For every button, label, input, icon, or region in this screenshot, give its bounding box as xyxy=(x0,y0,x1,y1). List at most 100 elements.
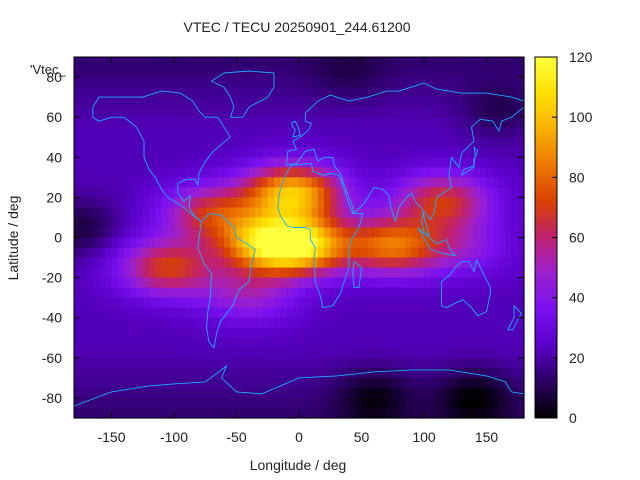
heatmap-cell xyxy=(274,277,281,289)
heatmap-cell xyxy=(292,377,300,389)
heatmap-cell xyxy=(411,267,419,279)
heatmap-cell xyxy=(305,137,313,148)
heatmap-cell xyxy=(261,217,269,229)
heatmap-cell xyxy=(217,247,225,259)
heatmap-cell xyxy=(80,207,88,219)
heatmap-cell xyxy=(105,267,113,279)
heatmap-cell xyxy=(324,307,331,319)
heatmap-cell xyxy=(299,207,306,219)
heatmap-cell xyxy=(205,337,213,349)
heatmap-cell xyxy=(299,367,306,379)
heatmap-cell xyxy=(286,317,294,329)
heatmap-cell xyxy=(130,317,138,329)
heatmap-cell xyxy=(430,377,438,389)
heatmap-cell xyxy=(392,187,400,198)
heatmap-cell xyxy=(211,367,219,379)
heatmap-cell xyxy=(217,87,225,98)
heatmap-cell xyxy=(174,137,181,148)
heatmap-cell xyxy=(136,127,144,138)
heatmap-cell xyxy=(342,137,350,148)
heatmap-cell xyxy=(242,97,250,108)
heatmap-cell xyxy=(286,337,294,349)
heatmap-cell xyxy=(442,197,450,209)
heatmap-cell xyxy=(280,397,288,409)
heatmap-cell xyxy=(211,197,219,209)
heatmap-cell xyxy=(355,107,363,118)
heatmap-cell xyxy=(74,257,81,269)
heatmap-cell xyxy=(99,257,106,269)
heatmap-cell xyxy=(499,167,506,178)
heatmap-cell xyxy=(305,87,313,98)
heatmap-cell xyxy=(255,407,263,419)
heatmap-cell xyxy=(505,287,513,299)
heatmap-cell xyxy=(342,267,350,279)
heatmap-cell xyxy=(86,107,94,118)
heatmap-cell xyxy=(92,77,100,88)
heatmap-cell xyxy=(149,397,156,409)
heatmap-cell xyxy=(117,217,125,229)
heatmap-cell xyxy=(355,67,363,78)
heatmap-cell xyxy=(92,67,100,78)
heatmap-cell xyxy=(424,237,431,249)
heatmap-cell xyxy=(217,307,225,319)
heatmap-cell xyxy=(474,387,481,399)
heatmap-cell xyxy=(405,367,413,379)
heatmap-cell xyxy=(317,397,325,409)
heatmap-cell xyxy=(480,377,488,389)
heatmap-cell xyxy=(274,207,281,219)
heatmap-cell xyxy=(186,87,194,98)
heatmap-cell xyxy=(492,97,500,108)
heatmap-cell xyxy=(430,287,438,299)
heatmap-cell xyxy=(311,117,319,128)
heatmap-cell xyxy=(455,247,463,259)
heatmap-cell xyxy=(111,377,119,389)
heatmap-cell xyxy=(111,357,119,369)
heatmap-cell xyxy=(324,227,331,239)
heatmap-cell xyxy=(355,207,363,219)
heatmap-cell xyxy=(280,127,288,138)
heatmap-cell xyxy=(74,347,81,359)
heatmap-cell xyxy=(286,207,294,219)
heatmap-cell xyxy=(161,77,169,88)
heatmap-cell xyxy=(467,217,475,229)
heatmap-cell xyxy=(442,307,450,319)
heatmap-cell xyxy=(349,87,356,98)
heatmap-cell xyxy=(455,117,463,128)
heatmap-cell xyxy=(149,327,156,339)
heatmap-cell xyxy=(361,347,369,359)
heatmap-cell xyxy=(486,137,494,148)
heatmap-cell xyxy=(130,267,138,279)
heatmap-cell xyxy=(155,297,163,309)
heatmap-cell xyxy=(517,257,525,269)
heatmap-cell xyxy=(155,367,163,379)
heatmap-cell xyxy=(292,367,300,379)
heatmap-cell xyxy=(236,277,244,289)
heatmap-cell xyxy=(455,407,463,419)
heatmap-cell xyxy=(386,347,394,359)
heatmap-cell xyxy=(255,167,263,178)
heatmap-cell xyxy=(180,157,188,168)
heatmap-cell xyxy=(274,127,281,138)
heatmap-cell xyxy=(274,407,281,419)
heatmap-cell xyxy=(330,147,338,158)
heatmap-cell xyxy=(417,277,425,289)
heatmap-cell xyxy=(324,197,331,209)
heatmap-cell xyxy=(349,407,356,419)
heatmap-cell xyxy=(261,187,269,198)
heatmap-cell xyxy=(499,97,506,108)
heatmap-cell xyxy=(336,157,344,168)
heatmap-cell xyxy=(505,387,513,399)
heatmap-cell xyxy=(336,217,344,229)
x-tick-label: 50 xyxy=(354,429,370,445)
heatmap-cell xyxy=(217,377,225,389)
heatmap-cell xyxy=(174,307,181,319)
heatmap-cell xyxy=(480,177,488,188)
heatmap-cell xyxy=(249,147,256,158)
heatmap-cell xyxy=(111,317,119,329)
coastline-africa xyxy=(277,162,364,309)
heatmap-cell xyxy=(467,137,475,148)
heatmap-cell xyxy=(461,97,469,108)
heatmap-cell xyxy=(349,357,356,369)
heatmap-cell xyxy=(124,257,131,269)
heatmap-cell xyxy=(317,127,325,138)
